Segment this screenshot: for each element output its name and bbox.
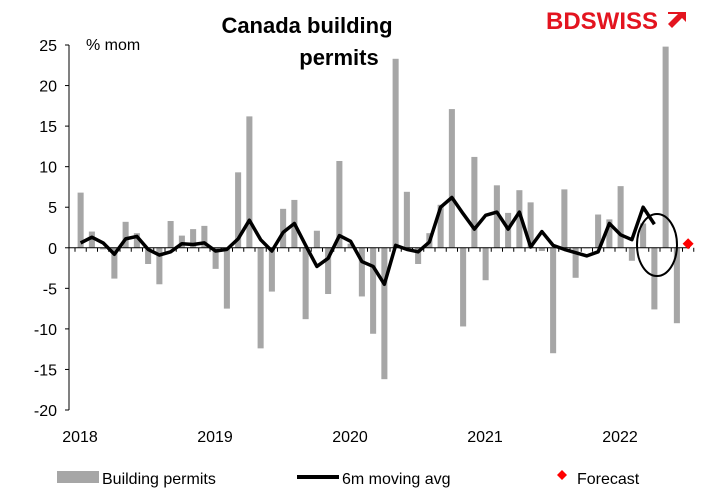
- x-tick-label: 2022: [602, 429, 638, 446]
- legend-label-moving-avg: 6m moving avg: [342, 471, 451, 488]
- bar-series: [77, 46, 680, 380]
- legend-label-forecast: Forecast: [577, 471, 640, 488]
- axes: [65, 44, 695, 411]
- tick-labels: -20 -15 -10 -5 0 5 10 15 20 25 2018 2019 2020 2021 202…: [34, 38, 638, 446]
- bar-building-permits: [538, 247, 545, 252]
- bar-building-permits: [527, 202, 534, 248]
- x-tick-label: 2019: [197, 429, 233, 446]
- bar-building-permits: [617, 186, 624, 248]
- bar-building-permits: [257, 247, 264, 349]
- brand-logo-bd: BD: [546, 8, 581, 35]
- bar-building-permits: [313, 230, 320, 248]
- y-tick-label: -5: [43, 281, 57, 298]
- y-tick-label: 10: [39, 160, 57, 177]
- bar-building-permits: [471, 156, 478, 248]
- bar-building-permits: [156, 247, 163, 285]
- brand-logo: BDSWISS: [546, 8, 686, 35]
- bar-building-permits: [662, 46, 669, 248]
- bar-building-permits: [606, 219, 613, 248]
- bar-building-permits: [268, 247, 275, 292]
- brand-logo-swiss: SWISS: [581, 8, 658, 35]
- bar-building-permits: [640, 223, 647, 248]
- bar-building-permits: [201, 225, 208, 248]
- bar-building-permits: [673, 247, 680, 324]
- arrow-icon: [668, 12, 686, 28]
- bar-building-permits: [336, 160, 343, 248]
- bar-building-permits: [493, 185, 500, 248]
- legend-swatch-forecast: [557, 470, 567, 480]
- bar-building-permits: [325, 247, 332, 295]
- bar-building-permits: [392, 58, 399, 248]
- bar-building-permits: [178, 235, 185, 248]
- line-series: [79, 195, 656, 287]
- y-tick-label: -20: [34, 403, 57, 420]
- y-tick-label: -10: [34, 322, 57, 339]
- y-tick-label: 15: [39, 119, 57, 136]
- x-tick-label: 2021: [467, 429, 503, 446]
- y-tick-label: 5: [48, 200, 57, 217]
- bar-building-permits: [448, 109, 455, 248]
- bar-building-permits: [167, 221, 174, 248]
- legend-swatch-building-permits: [57, 471, 99, 483]
- bar-building-permits: [246, 116, 253, 248]
- bar-building-permits: [595, 214, 602, 248]
- bar-building-permits: [516, 190, 523, 248]
- bar-building-permits: [223, 247, 230, 309]
- bar-building-permits: [212, 247, 219, 269]
- bar-building-permits: [88, 231, 95, 248]
- y-tick-label: 0: [48, 241, 57, 258]
- chart-title-line-1: Canada building: [221, 13, 392, 38]
- forecast-series: [682, 238, 694, 250]
- chart-title-line-2: permits: [299, 45, 378, 70]
- bar-building-permits: [347, 243, 354, 248]
- brand-logo-text: BDSWISS: [546, 8, 658, 35]
- forecast-highlight-circle: [636, 213, 678, 277]
- bar-building-permits: [415, 247, 422, 264]
- bar-building-permits: [235, 172, 242, 248]
- legend: Building permits 6m moving avg Forecast: [57, 470, 640, 488]
- bar-building-permits: [370, 247, 377, 334]
- bar-building-permits: [561, 189, 568, 248]
- bar-building-permits: [437, 204, 444, 248]
- bar-building-permits: [145, 247, 152, 264]
- y-axis-label: % mom: [86, 37, 140, 54]
- legend-label-building-permits: Building permits: [102, 471, 216, 488]
- y-tick-label: 20: [39, 79, 57, 96]
- bar-building-permits: [381, 247, 388, 380]
- forecast-point: [682, 238, 694, 250]
- bar-building-permits: [460, 247, 467, 327]
- moving-avg-line: [79, 195, 656, 287]
- bar-building-permits: [482, 247, 489, 281]
- y-tick-label: -15: [34, 362, 57, 379]
- bar-building-permits: [122, 221, 129, 248]
- bar-building-permits: [572, 247, 579, 278]
- bar-building-permits: [358, 247, 365, 297]
- bar-building-permits: [628, 247, 635, 261]
- bar-building-permits: [133, 233, 140, 248]
- bar-building-permits: [190, 229, 197, 248]
- bar-building-permits: [550, 247, 557, 354]
- x-tick-label: 2020: [332, 429, 368, 446]
- bar-building-permits: [77, 192, 84, 248]
- x-tick-label: 2018: [62, 429, 98, 446]
- bar-building-permits: [302, 247, 309, 320]
- bar-building-permits: [651, 247, 658, 310]
- bar-building-permits: [100, 247, 107, 250]
- y-tick-label: 25: [39, 38, 57, 55]
- bar-building-permits: [280, 208, 287, 248]
- bar-building-permits: [111, 247, 118, 279]
- bar-building-permits: [403, 191, 410, 248]
